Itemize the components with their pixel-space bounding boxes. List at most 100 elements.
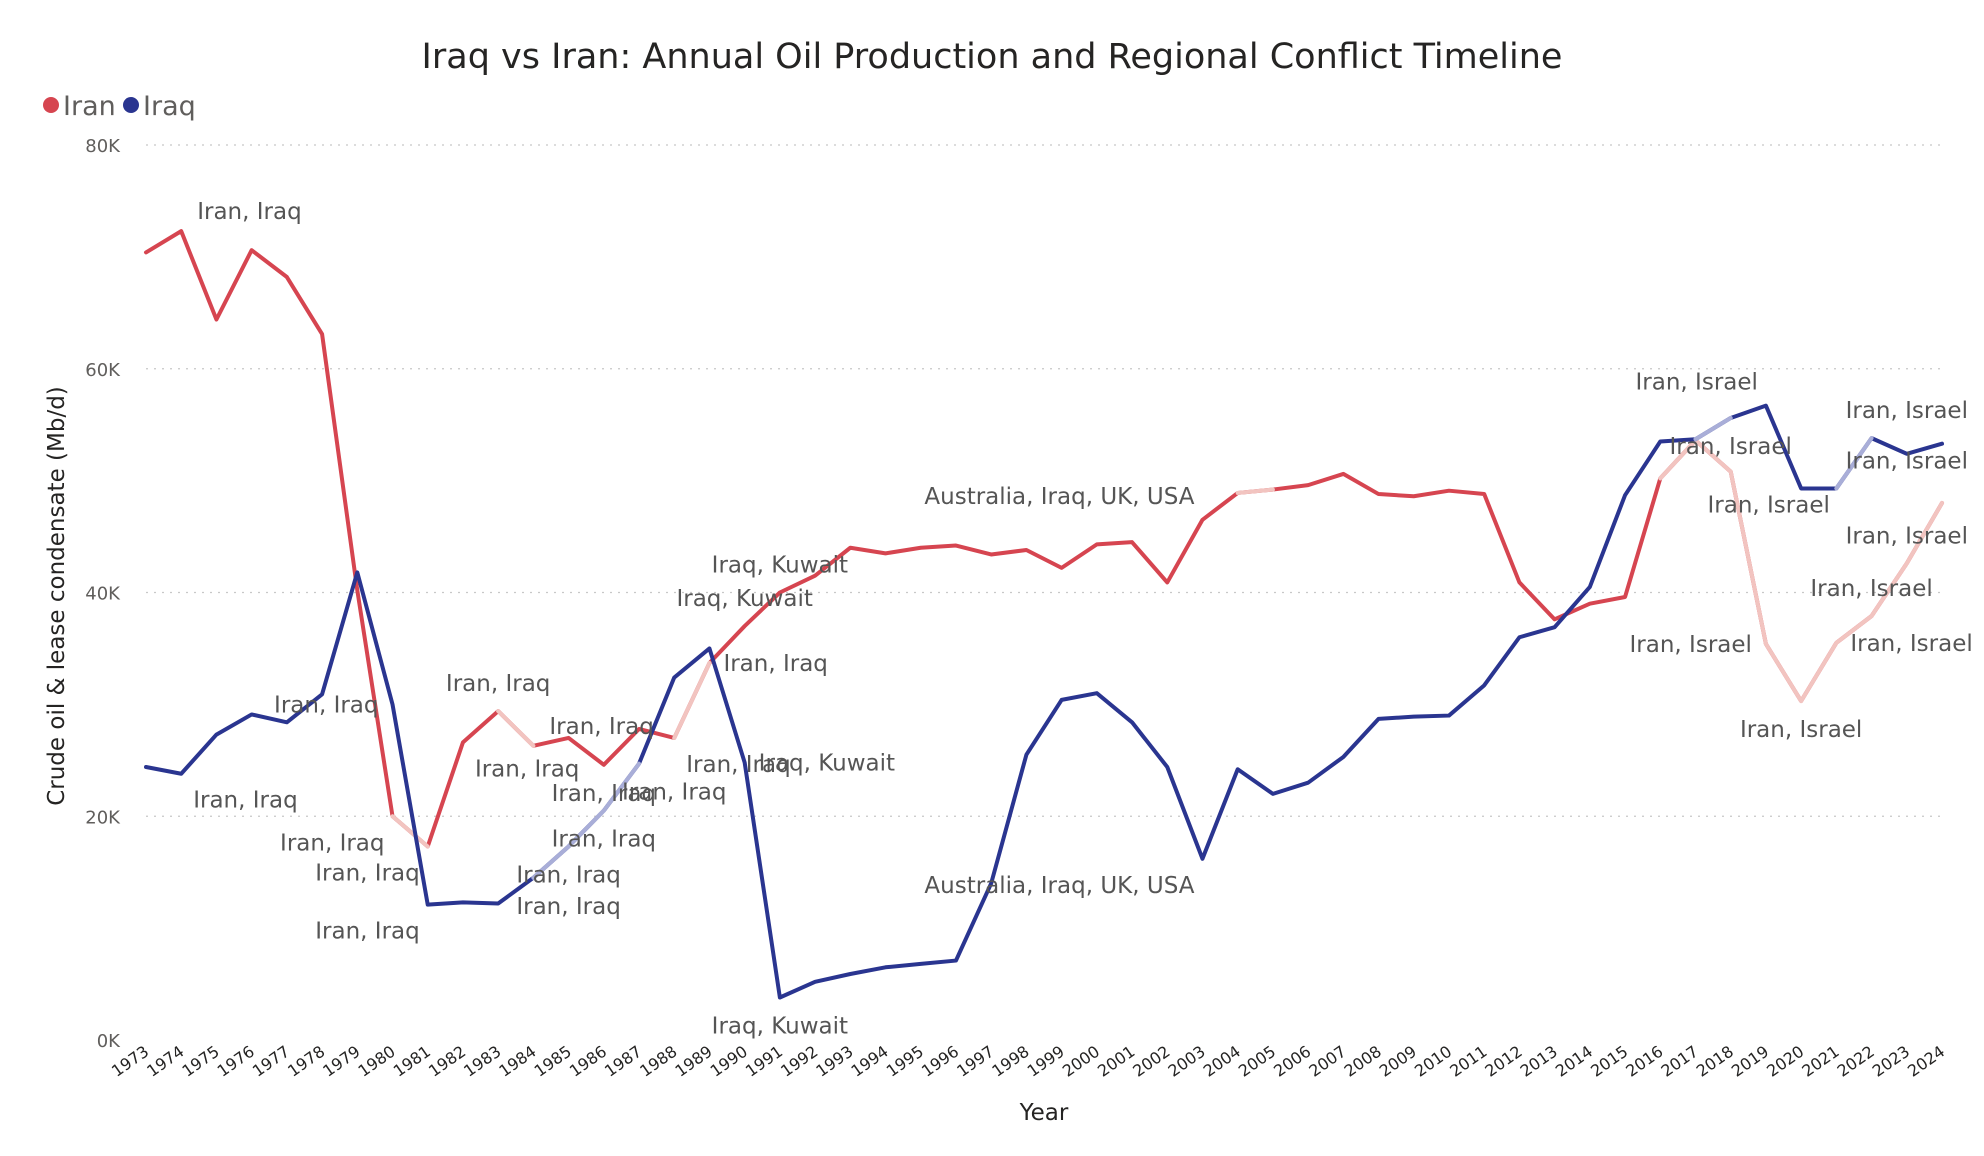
annotation-label: Iran, Iraq — [315, 919, 419, 945]
x-tick-label: 1991 — [742, 1042, 786, 1081]
x-tick-label: 2003 — [1165, 1042, 1209, 1081]
x-tick-label: 1980 — [355, 1042, 399, 1081]
x-tick-label: 2018 — [1693, 1042, 1737, 1081]
legend[interactable]: Iran Iraq — [43, 91, 196, 122]
annotation-label: Iran, Iraq — [516, 894, 620, 920]
conflict-segment — [1728, 469, 1768, 646]
x-tick-label: 2016 — [1622, 1042, 1666, 1081]
x-tick-label: 1993 — [812, 1042, 856, 1081]
conflict-segment — [1799, 640, 1839, 704]
series-line — [144, 403, 1944, 1000]
legend-marker-iran — [43, 97, 59, 113]
conflict-segment — [1658, 438, 1698, 481]
annotation-label: Iran, Iraq — [549, 714, 653, 740]
series-iran — [144, 229, 1944, 849]
annotation-label: Iran, Iraq — [723, 651, 827, 677]
conflict-segment — [496, 709, 536, 748]
x-tick-label: 1984 — [495, 1042, 539, 1081]
annotation-label: Iran, Iraq — [516, 862, 620, 888]
x-tick-label: 1989 — [671, 1042, 715, 1081]
conflict-segment — [1693, 415, 1733, 442]
conflict-segment — [1834, 436, 1874, 491]
conflict-segment — [1869, 561, 1909, 618]
x-tick-label: 1975 — [178, 1042, 222, 1081]
x-tick-label: 2020 — [1763, 1042, 1807, 1081]
x-tick-label: 1974 — [143, 1042, 187, 1081]
annotation-label: Iran, Israel — [1630, 632, 1752, 658]
annotation-label: Iraq, Kuwait — [676, 586, 812, 612]
x-tick-label: 1981 — [390, 1042, 434, 1081]
annotation-label: Iran, Iraq — [622, 780, 726, 806]
annotation-label: Iran, Israel — [1810, 576, 1932, 602]
x-tick-label: 1999 — [1024, 1042, 1068, 1081]
x-tick-label: 2009 — [1376, 1042, 1420, 1081]
x-tick-label: 1978 — [284, 1042, 328, 1081]
y-tick-label: 40K — [85, 584, 121, 605]
conflict-segment — [601, 761, 642, 813]
series-iraq — [144, 403, 1944, 1000]
annotation-label: Iran, Iraq — [197, 199, 301, 225]
x-tick-label: 1988 — [636, 1042, 680, 1081]
x-tick-label: 2011 — [1446, 1042, 1490, 1081]
x-tick-label: 2019 — [1728, 1042, 1772, 1081]
y-tick-label: 0K — [97, 1031, 121, 1052]
x-tick-label: 2007 — [1305, 1042, 1349, 1081]
x-tick-label: 2013 — [1517, 1042, 1561, 1081]
conflict-segment — [390, 814, 430, 849]
x-tick-label: 1995 — [883, 1042, 927, 1081]
x-tick-label: 1982 — [425, 1042, 469, 1081]
conflict-segment — [1904, 501, 1944, 566]
annotation-label: Australia, Iraq, UK, USA — [924, 873, 1194, 899]
annotation-label: Iran, Israel — [1707, 492, 1829, 518]
annotation-label: Iran, Iraq — [446, 671, 550, 697]
x-axis-ticks: 1973197419751976197719781979198019811982… — [108, 1042, 1948, 1081]
x-axis-label: Year — [1019, 1100, 1069, 1126]
conflict-segment — [1834, 613, 1874, 645]
x-tick-label: 1986 — [566, 1042, 610, 1081]
x-tick-label: 2006 — [1270, 1042, 1314, 1081]
series-lines — [144, 229, 1944, 1000]
annotation-label: Iran, Israel — [1670, 434, 1792, 460]
y-tick-label: 20K — [85, 807, 121, 828]
annotation-label: Iran, Iraq — [193, 788, 297, 814]
annotation-label: Iraq, Kuwait — [759, 751, 895, 777]
x-tick-label: 2002 — [1129, 1042, 1173, 1081]
conflict-segment — [566, 808, 606, 849]
annotation-label: Iraq, Kuwait — [712, 553, 848, 579]
x-tick-label: 2001 — [1094, 1042, 1138, 1081]
legend-marker-iraq — [123, 97, 139, 113]
annotation-label: Iran, Iraq — [280, 830, 384, 856]
x-tick-label: 2008 — [1341, 1042, 1385, 1081]
x-tick-label: 1996 — [918, 1042, 962, 1081]
conflict-segment — [1763, 641, 1804, 704]
x-tick-label: 1976 — [214, 1042, 258, 1081]
y-axis-label: Crude oil & lease condensate (Mb/d) — [44, 386, 70, 806]
x-tick-label: 2010 — [1411, 1042, 1455, 1081]
x-tick-label: 2022 — [1834, 1042, 1878, 1081]
y-tick-label: 60K — [85, 360, 121, 381]
conflict-segment — [672, 660, 712, 740]
x-tick-label: 2012 — [1481, 1042, 1525, 1081]
annotation-label: Iran, Israel — [1740, 717, 1862, 743]
annotation-label: Australia, Iraq, UK, USA — [924, 484, 1194, 510]
x-tick-label: 1997 — [953, 1042, 997, 1081]
annotation-label: Iran, Iraq — [315, 860, 419, 886]
x-tick-label: 2023 — [1869, 1042, 1913, 1081]
annotation-label: Iran, Israel — [1846, 448, 1968, 474]
conflict-segment — [1693, 438, 1733, 474]
legend-label-iraq: Iraq — [143, 91, 196, 122]
annotation-label: Iran, Iraq — [552, 827, 656, 853]
series-line — [144, 229, 1944, 849]
annotation-label: Iran, Iraq — [552, 781, 656, 807]
grid-lines — [146, 144, 1942, 817]
annotation-label: Iraq, Kuwait — [712, 1013, 848, 1039]
x-tick-label: 2005 — [1235, 1042, 1279, 1081]
x-tick-label: 2021 — [1798, 1042, 1842, 1081]
annotation-label: Iran, Israel — [1846, 398, 1968, 424]
x-tick-label: 2017 — [1658, 1042, 1702, 1081]
x-tick-label: 1994 — [848, 1042, 892, 1081]
conflict-segment — [1235, 487, 1275, 495]
x-tick-label: 1979 — [319, 1042, 363, 1081]
